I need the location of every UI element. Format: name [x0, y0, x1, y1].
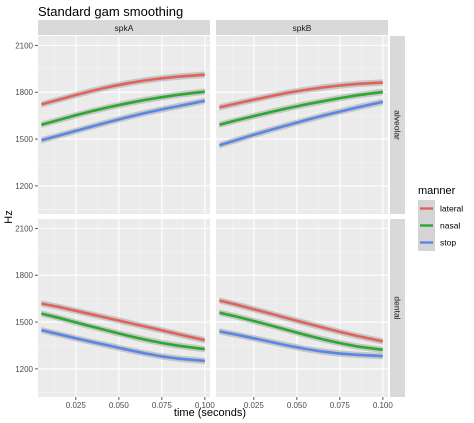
ribbon-nasal: [41, 88, 205, 128]
series-line-lateral: [219, 299, 384, 343]
x-tick-label: 0.075: [330, 401, 351, 410]
legend-label: stop: [440, 238, 456, 248]
ribbon-nasal: [219, 309, 383, 353]
x-tick-label: 0.050: [287, 401, 308, 410]
row-strip-alveolar: [390, 36, 405, 214]
y-tick-label: 1800: [15, 88, 33, 97]
y-tick-label: 1500: [15, 318, 33, 327]
ribbon-lateral: [41, 71, 205, 108]
x-tick-label: 0.075: [152, 401, 173, 410]
panel-spkA-alveolar: [38, 36, 210, 214]
panel-spkA-dental: [38, 219, 210, 397]
row-strip-label: dental: [393, 296, 403, 319]
column-strip-spkA: [38, 20, 210, 35]
row-strip-label: alveolar: [393, 110, 403, 140]
legend-item-lateral: lateral: [418, 200, 463, 217]
series-line-stop: [219, 330, 383, 358]
x-tick-label: 0.100: [195, 401, 216, 410]
series-line-stop: [219, 100, 384, 147]
ribbon-nasal: [41, 310, 205, 353]
x-axis-title: time (seconds): [174, 407, 246, 419]
y-tick-label: 1800: [15, 271, 33, 280]
series-line-nasal: [219, 90, 383, 126]
chart-title: Standard gam smoothing: [38, 4, 183, 19]
x-tick-label: 0.025: [244, 401, 265, 410]
legend: manner lateral nasal stop: [418, 185, 463, 251]
panel-spkB-dental: [216, 219, 388, 397]
y-axis-title: Hz: [3, 210, 15, 223]
row-strip-dental: [390, 219, 405, 397]
x-tick-label: 0.025: [66, 401, 87, 410]
series-line-lateral: [41, 302, 206, 342]
series-line-stop: [41, 328, 205, 363]
panel-background: [38, 36, 210, 214]
series-line-nasal: [219, 311, 383, 352]
column-strip-label: spkA: [115, 23, 134, 33]
y-tick-label: 2100: [15, 41, 33, 50]
series-line-stop: [41, 99, 206, 142]
x-tick-label: 0.050: [109, 401, 130, 410]
ribbon-stop: [41, 327, 205, 365]
series-line-lateral: [41, 73, 205, 106]
legend-item-nasal: nasal: [418, 217, 460, 234]
series-line-nasal: [41, 90, 205, 126]
y-tick-label: 1200: [15, 182, 33, 191]
panel-spkB-alveolar: [216, 36, 388, 214]
series-line-nasal: [41, 312, 205, 351]
y-tick-label: 1200: [15, 365, 33, 374]
y-tick-label: 2100: [15, 224, 33, 233]
legend-title: manner: [418, 185, 456, 197]
column-strip-spkB: [216, 20, 388, 35]
column-strip-label: spkB: [293, 23, 312, 33]
y-tick-label: 1500: [15, 135, 33, 144]
series-line-lateral: [219, 81, 383, 109]
legend-label: nasal: [440, 221, 460, 231]
legend-item-stop: stop: [418, 234, 456, 251]
ribbon-lateral: [219, 79, 383, 111]
axes: 1200 1500 1800 2100 1200 1500 1800 2100 0.025 0.0…: [15, 41, 393, 410]
x-tick-label: 0.100: [373, 401, 394, 410]
facet-strips: spkA spkB alveolar dental: [38, 20, 405, 397]
panel-background: [216, 36, 388, 214]
legend-label: lateral: [440, 204, 463, 214]
facet-panels: [38, 36, 388, 397]
ribbon-stop: [219, 328, 383, 360]
